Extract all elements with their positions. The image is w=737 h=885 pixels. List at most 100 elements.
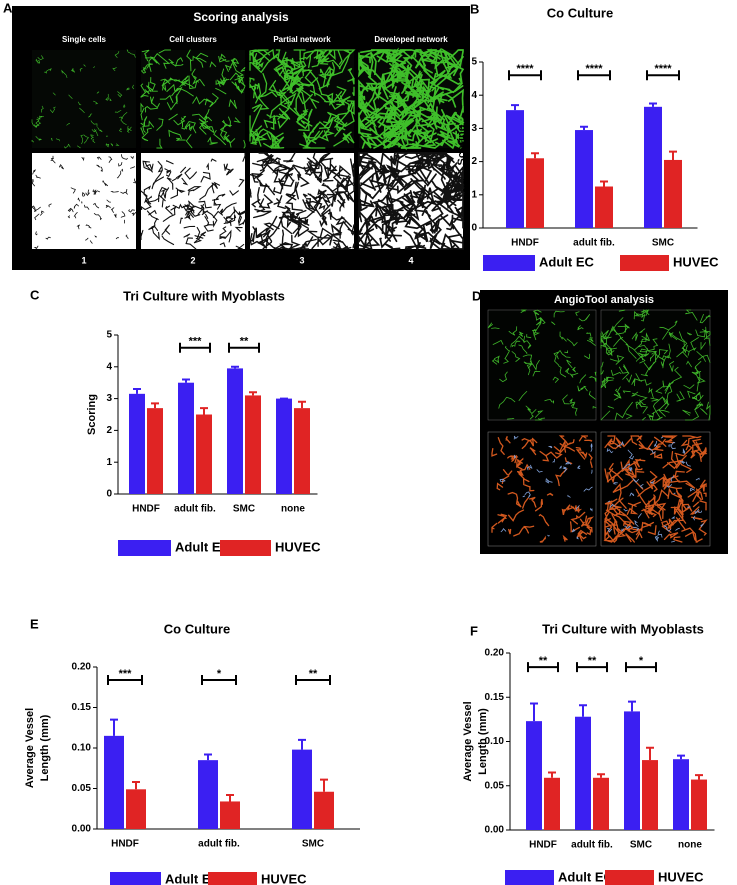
y-axis-label: Length (mm) [477,708,489,775]
micrograph-texture [140,152,246,250]
significance-bracket [179,342,211,353]
y-tick-label: 0.00 [72,824,92,835]
significance-bracket [107,674,143,685]
error-bar [226,793,234,802]
bar [196,414,212,494]
bar [198,760,218,829]
significance-label: **** [654,63,672,75]
x-tick-label: HNDF [111,839,139,850]
error-bar [531,152,539,159]
legend-swatch [118,540,171,556]
y-tick-label: 0.20 [485,648,505,659]
legend-label: HUVEC [275,539,321,554]
bar [294,408,310,494]
y-tick-label: 2 [471,156,477,167]
error-bar [298,400,306,409]
error-bar [204,753,212,761]
column-label: Single cells [62,35,107,44]
y-tick-label: 1 [106,457,112,468]
bar [126,789,146,829]
micrograph-texture [140,49,246,149]
micrograph-texture [606,436,704,543]
bar [595,186,613,228]
micrograph-texture [31,154,137,250]
micrograph-texture [248,48,356,149]
chart-title: Co Culture [547,5,613,20]
bar [104,735,124,829]
y-tick-label: 0 [106,489,112,500]
significance-label: * [217,668,222,680]
score-label: 1 [81,255,86,265]
legend-label: HUVEC [658,869,704,884]
x-tick-label: SMC [652,238,674,249]
y-tick-label: 5 [106,330,112,341]
error-bar [110,718,118,736]
significance-bracket [576,662,608,673]
y-tick-label: 0.05 [485,780,505,791]
error-bar [132,781,140,790]
y-tick-label: 5 [471,57,477,68]
binary-image [32,153,136,249]
error-bar [669,150,677,160]
bar [526,721,542,830]
bar [575,716,591,830]
panel-letter: E [30,616,39,631]
y-axis-label: Average Vessel [462,701,474,781]
bar [506,110,524,228]
error-bar [530,702,538,722]
x-tick-label: HNDF [511,238,539,249]
bar [664,159,682,228]
significance-label: ** [309,668,318,680]
y-tick-label: 0.00 [485,825,505,836]
legend-label: Adult EC [539,254,594,269]
chart-title: Tri Culture with Myoblasts [542,621,704,636]
error-bar [646,746,654,761]
significance-label: ** [588,655,597,667]
significance-bracket [508,70,542,81]
significance-bracket [577,70,611,81]
error-bar [580,125,588,131]
y-axis-label: Scoring [86,394,98,435]
legend-label: HUVEC [673,254,719,269]
y-tick-label: 0.10 [485,736,505,747]
legend-swatch [505,870,554,885]
bar [292,749,312,829]
significance-label: * [639,655,644,667]
y-tick-label: 2 [106,425,112,436]
significance-label: *** [119,668,133,680]
error-bar [320,778,328,792]
error-bar [231,365,239,369]
y-axis-label: Length (mm) [39,714,51,781]
error-bar [511,104,519,111]
significance-bracket [201,674,237,685]
micrograph-texture [357,47,465,151]
legend-swatch [110,872,161,885]
significance-label: ** [240,336,249,348]
bar [544,777,560,830]
legend-label: Adult EC [175,539,230,554]
y-tick-label: 4 [471,90,477,101]
error-bar [249,391,257,396]
bar [526,158,544,228]
score-label: 4 [408,255,413,265]
x-tick-label: HNDF [529,840,557,851]
significance-label: ** [539,655,548,667]
column-label: Developed network [374,35,448,44]
error-bar [695,774,703,780]
x-tick-label: none [281,504,305,515]
bar [129,393,145,494]
y-axis-label: Average Vessel [24,708,36,788]
error-bar [182,378,190,383]
y-tick-label: 0.20 [72,662,92,673]
panel-letter: B [470,1,479,16]
bar [227,368,243,494]
bar [245,395,261,494]
micrograph-texture [603,435,708,544]
micrograph-texture [249,152,355,252]
error-bar [579,704,587,717]
y-tick-label: 3 [106,393,112,404]
x-tick-label: none [678,840,702,851]
legend-swatch [483,255,535,271]
